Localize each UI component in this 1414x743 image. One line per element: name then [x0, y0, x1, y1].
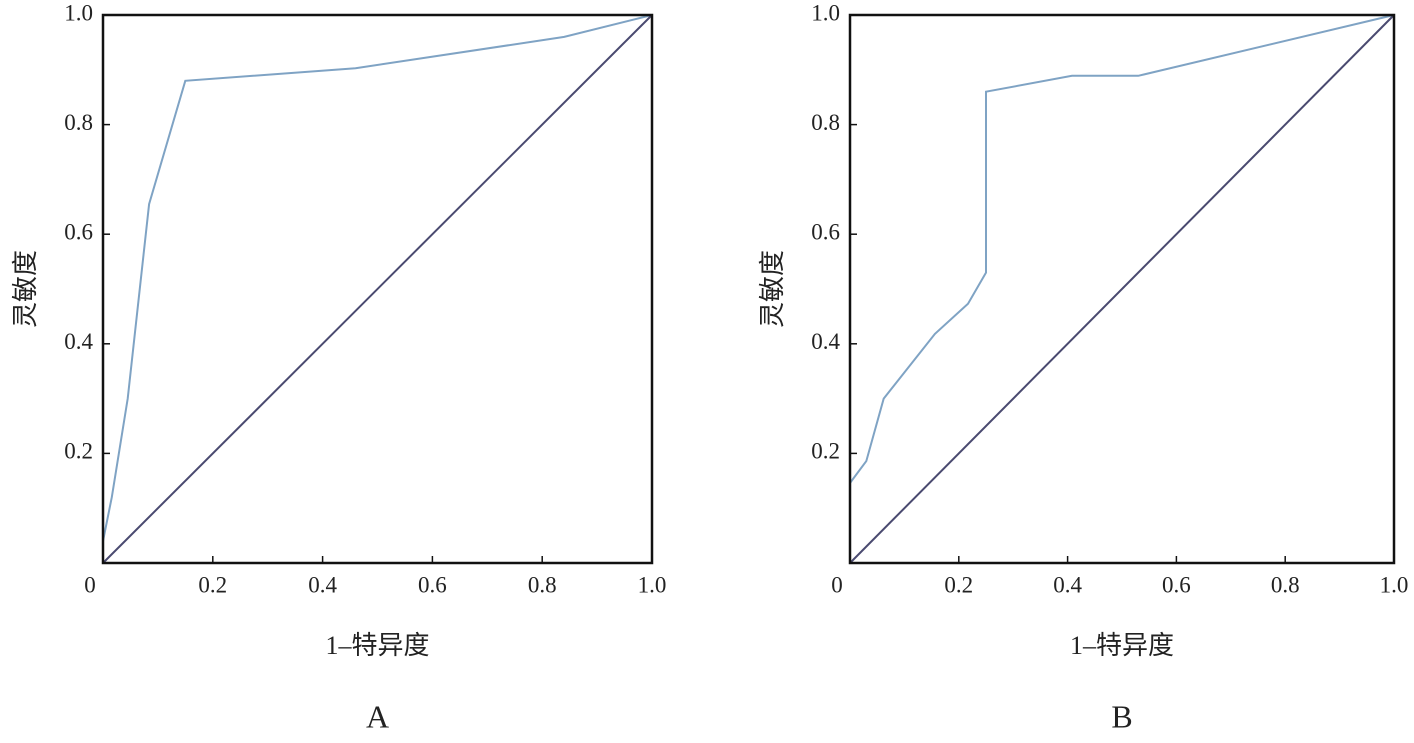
x-tick-label: 0.6 [418, 572, 447, 597]
x-tick-label: 0.2 [944, 572, 973, 597]
x-tick-label: 1.0 [638, 572, 667, 597]
x-axis-title: 1–特异度 [325, 631, 429, 660]
panel-label: A [366, 698, 389, 734]
y-tick-label: 0.8 [64, 110, 93, 135]
x-tick-label: 0 [831, 572, 843, 597]
roc-line [849, 14, 1395, 484]
roc-line [102, 14, 653, 564]
y-tick-label: 0.6 [64, 219, 93, 244]
x-tick-label: 1.0 [1380, 572, 1409, 597]
y-axis-title: 灵敏度 [758, 250, 787, 328]
y-tick-label: 0.4 [811, 329, 840, 354]
x-tick-label: 0.4 [1053, 572, 1082, 597]
x-tick-label: 0.6 [1162, 572, 1191, 597]
y-tick-label: 1.0 [64, 0, 93, 25]
x-tick-label: 0.8 [1271, 572, 1300, 597]
roc-line [102, 14, 653, 542]
x-tick-label: 0.4 [308, 572, 337, 597]
y-tick-label: 0.8 [811, 110, 840, 135]
x-tick-label: 0.2 [198, 572, 227, 597]
x-tick-label: 0 [84, 572, 96, 597]
y-tick-label: 0.2 [64, 439, 93, 464]
plot-frame [848, 13, 1396, 565]
plot-frame [101, 13, 654, 565]
panel-label: B [1111, 698, 1132, 734]
roc-line [849, 14, 1395, 564]
y-tick-label: 1.0 [811, 0, 840, 25]
y-tick-label: 0.6 [811, 219, 840, 244]
x-tick-label: 0.8 [528, 572, 557, 597]
y-tick-label: 0.2 [811, 439, 840, 464]
y-axis-title: 灵敏度 [11, 250, 40, 328]
y-tick-label: 0.4 [64, 329, 93, 354]
x-axis-title: 1–特异度 [1070, 631, 1174, 660]
